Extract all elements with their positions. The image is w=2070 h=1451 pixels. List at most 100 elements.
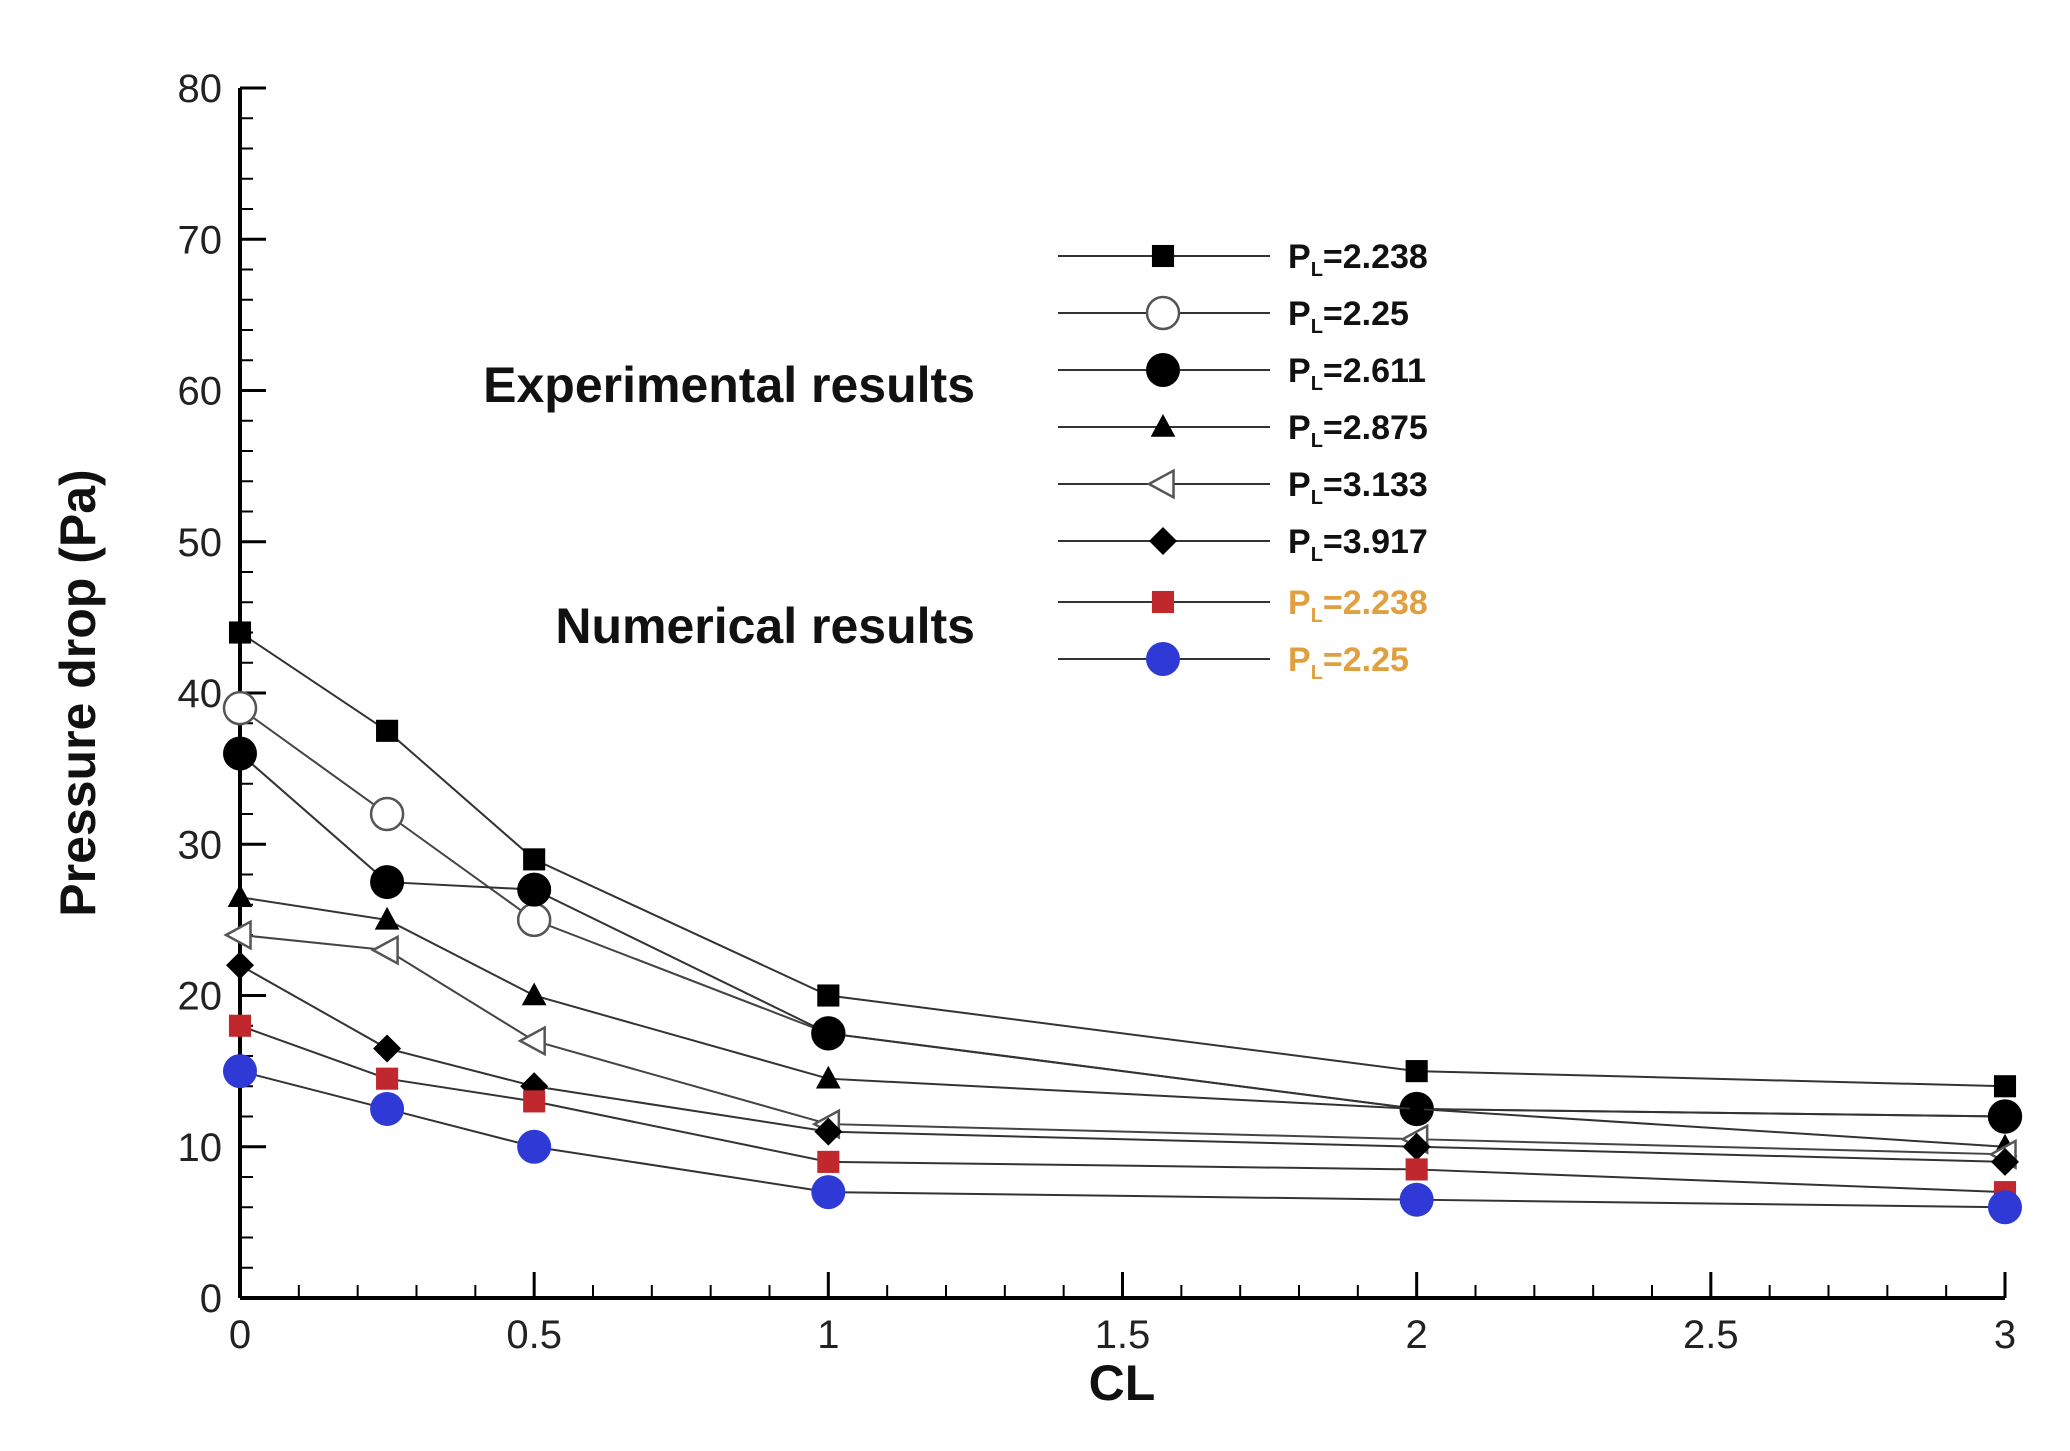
x-tick-label: 0.5 xyxy=(506,1313,562,1357)
x-axis-title: CL xyxy=(1089,1355,1156,1411)
data-point xyxy=(376,719,399,742)
legend-marker xyxy=(1151,244,1175,268)
data-point xyxy=(223,736,257,771)
legend-marker xyxy=(1146,353,1180,387)
series-6 xyxy=(226,951,2019,1176)
legend-marker xyxy=(1146,468,1175,500)
series-line xyxy=(239,1070,2006,1209)
data-point xyxy=(516,902,552,938)
series-line xyxy=(239,752,2006,1118)
legend-entry-3: PL=2.611 xyxy=(1058,352,1426,395)
data-point xyxy=(228,1014,252,1037)
y-tick-label: 50 xyxy=(178,521,223,565)
legend-label: PL=2.25 xyxy=(1288,295,1409,338)
legend-marker xyxy=(1146,642,1180,676)
legend-entry-6: PL=3.917 xyxy=(1058,523,1428,566)
series-line xyxy=(239,631,2006,1088)
data-point xyxy=(817,984,840,1007)
data-point xyxy=(228,621,252,644)
legend-entry-2: PL=2.25 xyxy=(1058,295,1409,338)
series-8 xyxy=(223,1054,2022,1225)
legend: PL=2.238 PL=2.25 PL=2.611 PL=2.875 PL=3.133 P… xyxy=(1058,238,1428,684)
series-line xyxy=(239,964,2006,1163)
legend-label: PL=3.917 xyxy=(1288,523,1428,566)
data-point xyxy=(1988,1099,2022,1134)
series-3 xyxy=(223,736,2022,1134)
data-point xyxy=(370,1091,405,1126)
legend-entry-5: PL=3.133 xyxy=(1058,466,1428,509)
series-4 xyxy=(227,884,2018,1157)
legend-entry-1: PL=2.238 xyxy=(1058,238,1428,281)
data-point xyxy=(226,951,254,980)
data-point xyxy=(223,1054,257,1089)
y-tick-label: 0 xyxy=(200,1277,222,1321)
data-point xyxy=(227,884,253,907)
data-point xyxy=(222,690,258,726)
data-point xyxy=(1993,1075,2017,1098)
y-tick-label: 80 xyxy=(178,67,223,111)
legend-label: PL=2.238 xyxy=(1288,238,1428,281)
data-point xyxy=(523,1090,546,1113)
data-point xyxy=(373,1034,402,1063)
data-point xyxy=(223,919,252,951)
data-point xyxy=(1405,1060,1428,1083)
data-point xyxy=(811,1016,846,1051)
x-tick-label: 1 xyxy=(817,1313,839,1357)
legend-label: PL=3.133 xyxy=(1288,466,1428,509)
data-point xyxy=(1399,1182,1434,1217)
series-line xyxy=(239,707,2006,1118)
data-point xyxy=(523,848,546,871)
data-point xyxy=(1402,1132,1431,1161)
data-point xyxy=(1404,1095,1430,1119)
series-2 xyxy=(222,690,2023,1134)
legend-marker xyxy=(1149,527,1177,555)
y-tick-label: 10 xyxy=(178,1126,223,1170)
legend-label: PL=2.875 xyxy=(1288,409,1428,452)
data-point xyxy=(376,1067,399,1090)
series-7 xyxy=(228,1014,2017,1204)
data-point xyxy=(369,796,405,832)
y-axis-title: Pressure drop (Pa) xyxy=(50,469,106,916)
legend-label: PL=2.238 xyxy=(1288,584,1428,627)
series-line xyxy=(239,934,2006,1156)
data-point xyxy=(815,1065,841,1089)
data-point xyxy=(370,865,405,900)
y-tick-label: 70 xyxy=(178,218,223,262)
ticks xyxy=(238,86,2007,1300)
x-tick-label: 0 xyxy=(229,1313,251,1357)
data-point xyxy=(814,1117,843,1146)
y-tick-label: 60 xyxy=(178,370,223,414)
legend-entry-4: PL=2.875 xyxy=(1058,409,1428,452)
x-tick-label: 1.5 xyxy=(1095,1313,1151,1357)
data-point xyxy=(517,1129,552,1164)
data-point xyxy=(1405,1158,1428,1181)
data-point xyxy=(1988,1190,2022,1225)
annotation-experimental: Experimental results xyxy=(483,357,975,413)
legend-label: PL=2.25 xyxy=(1288,641,1409,684)
x-tick-label: 3 xyxy=(1994,1313,2016,1357)
legend-marker xyxy=(1145,295,1181,331)
data-point xyxy=(817,1150,840,1173)
legend-marker xyxy=(1151,590,1175,614)
data-point xyxy=(1991,1147,2019,1176)
legend-entry-8: PL=2.25 xyxy=(1058,641,1409,684)
data-point xyxy=(517,872,552,907)
legend-label: PL=2.611 xyxy=(1288,352,1426,395)
y-tick-label: 40 xyxy=(178,672,223,716)
x-tick-label: 2 xyxy=(1406,1313,1428,1357)
series-1 xyxy=(228,621,2017,1098)
x-tick-label: 2.5 xyxy=(1683,1313,1739,1357)
series-line xyxy=(239,896,2006,1148)
axes xyxy=(238,88,2005,1300)
data-point xyxy=(517,1025,546,1057)
data-point xyxy=(521,982,547,1006)
series-group xyxy=(222,621,2023,1225)
y-tick-label: 20 xyxy=(178,975,223,1019)
legend-entry-7: PL=2.238 xyxy=(1058,584,1428,627)
y-tick-label: 30 xyxy=(178,823,223,867)
data-point xyxy=(370,934,399,966)
data-point xyxy=(811,1175,846,1210)
annotation-numerical: Numerical results xyxy=(555,598,975,654)
data-point xyxy=(374,906,400,930)
